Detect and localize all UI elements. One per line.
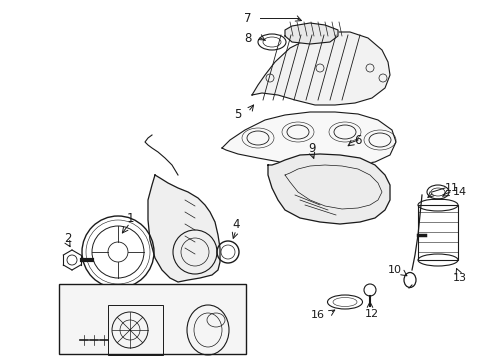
Text: 6: 6 — [353, 134, 361, 147]
Polygon shape — [267, 154, 389, 224]
Bar — [108, 305, 163, 355]
Text: 5: 5 — [234, 108, 241, 121]
Text: 8: 8 — [244, 31, 251, 45]
Polygon shape — [222, 112, 395, 165]
Text: 13: 13 — [452, 273, 466, 283]
Text: 11: 11 — [444, 183, 458, 193]
Text: 3: 3 — [154, 285, 162, 298]
Bar — [417, 205, 457, 260]
Polygon shape — [285, 23, 337, 44]
Polygon shape — [148, 175, 220, 282]
Text: 1: 1 — [126, 211, 134, 225]
Text: 7: 7 — [244, 12, 251, 24]
Text: 16: 16 — [310, 310, 325, 320]
Text: 4: 4 — [232, 219, 239, 231]
Text: 12: 12 — [364, 309, 378, 319]
Text: 14: 14 — [452, 187, 466, 197]
Text: 10: 10 — [387, 265, 401, 275]
Text: 9: 9 — [307, 141, 315, 154]
FancyBboxPatch shape — [59, 284, 245, 354]
Polygon shape — [251, 32, 389, 105]
Text: 15: 15 — [75, 303, 89, 313]
Text: 2: 2 — [64, 231, 72, 244]
